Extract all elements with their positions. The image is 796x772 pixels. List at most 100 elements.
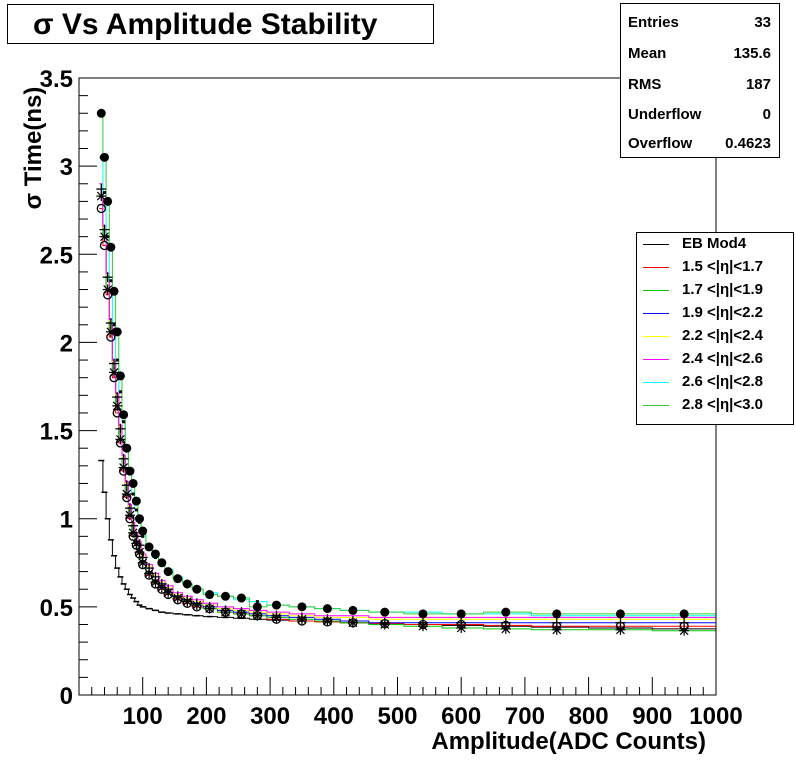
data-point-stroke: [138, 558, 148, 568]
series-line: [99, 112, 716, 615]
data-point-stroke: [106, 327, 116, 337]
x-tick-label: 800: [569, 703, 609, 730]
axes-layer: 100 200 300 400 500 600 700 800 900 1000 0 0.5 1 1.5 2…: [40, 66, 743, 730]
x-tick-label: 500: [377, 703, 417, 730]
data-point: [163, 584, 174, 595]
data-point: [109, 358, 120, 369]
data-point: [679, 609, 689, 619]
legend-label: 2.6 <|η|<2.8: [682, 373, 763, 390]
data-point-stroke: [144, 568, 154, 578]
data-point-stroke: [125, 510, 135, 520]
stats-value: 135.6: [733, 45, 771, 62]
data-point: [122, 420, 126, 424]
data-point: [348, 605, 358, 615]
legend-entry: 2.6 <|η|<2.8: [637, 371, 793, 394]
y-tick-label: 0.5: [40, 595, 73, 622]
x-tick-label: 200: [186, 703, 226, 730]
y-tick-label: 3.5: [40, 66, 73, 93]
x-tick-label: 1000: [689, 703, 742, 730]
data-point: [124, 503, 135, 514]
data-point: [500, 617, 511, 628]
data-point: [106, 242, 116, 252]
series-line: [99, 208, 716, 627]
series-line: [99, 188, 716, 624]
y-tick-label: 3: [60, 154, 73, 181]
data-point: [125, 466, 135, 476]
data-point: [182, 579, 192, 589]
data-point: [138, 526, 148, 536]
data-point-stroke: [115, 434, 125, 444]
data-point: [679, 617, 690, 628]
stats-key: Overflow: [628, 135, 693, 152]
stats-row-overflow: Overflow 0.4623: [628, 135, 771, 155]
stats-key: RMS: [628, 76, 662, 93]
data-point: [122, 443, 132, 453]
data-point-stroke: [109, 367, 119, 377]
data-point: [99, 224, 110, 235]
data-point: [115, 434, 126, 445]
data-point: [134, 540, 145, 551]
data-point: [102, 272, 113, 283]
data-point: [296, 612, 307, 623]
data-point: [118, 390, 122, 394]
legend-label: 1.9 <|η|<2.2: [682, 304, 763, 321]
data-point: [103, 196, 113, 206]
data-point: [252, 602, 262, 612]
legend: EB Mod4 1.5 <|η|<1.7 1.7 <|η|<1.9 1.9 <|…: [636, 232, 794, 425]
data-point-stroke: [128, 528, 138, 538]
chart-title: σ Vs Amplitude Stability: [33, 8, 378, 41]
data-point: [192, 584, 202, 594]
data-point-stroke: [616, 625, 625, 635]
data-point: [255, 600, 259, 604]
data-point: [456, 609, 466, 619]
data-point-stroke: [135, 547, 144, 557]
stats-value: 0.4623: [725, 135, 771, 152]
data-point: [271, 610, 282, 621]
data-point: [144, 563, 155, 574]
data-point-stroke: [456, 623, 466, 633]
legend-label: EB Mod4: [682, 235, 747, 252]
data-point: [552, 609, 562, 619]
data-point: [150, 571, 161, 582]
legend-label: 1.5 <|η|<1.7: [682, 258, 763, 275]
data-point: [144, 542, 154, 552]
data-point: [205, 590, 215, 600]
data-point: [115, 371, 125, 381]
data-point: [109, 279, 113, 283]
y-axis-title: σ Time(ns): [20, 86, 47, 210]
y-tick-label: 2.5: [40, 242, 73, 269]
stats-value: 187: [745, 76, 771, 93]
legend-swatch: [643, 313, 669, 314]
data-point: [236, 607, 247, 618]
data-point: [112, 323, 116, 327]
x-tick-label: 100: [123, 703, 163, 730]
data-point: [96, 184, 107, 195]
y-tick-label: 1: [60, 507, 73, 534]
data-point: [112, 327, 122, 337]
data-point: [271, 600, 281, 610]
stats-box: Entries 33 Mean 135.6 RMS 187 Underflow …: [620, 3, 780, 158]
series-line: [99, 156, 716, 617]
data-point: [322, 614, 333, 625]
title-box: σ Vs Amplitude Stability: [7, 4, 434, 44]
data-point: [380, 607, 390, 617]
series-line: [99, 183, 716, 620]
stats-row-rms: RMS 187: [628, 76, 771, 96]
data-point-stroke: [100, 232, 109, 242]
data-point: [106, 235, 110, 239]
y-tick-label: 1.5: [40, 419, 73, 446]
data-point: [131, 496, 141, 506]
data-point: [417, 617, 428, 628]
data-point: [236, 593, 246, 603]
data-point: [128, 478, 138, 488]
legend-entry: 2.2 <|η|<2.4: [637, 325, 793, 348]
data-point: [102, 191, 106, 195]
data-point: [135, 514, 145, 524]
x-tick-label: 600: [441, 703, 481, 730]
x-axis-title: Amplitude(ADC Counts): [431, 728, 706, 755]
legend-label: 1.7 <|η|<1.9: [682, 281, 763, 298]
stats-key: Mean: [628, 45, 667, 62]
legend-label: 2.8 <|η|<3.0: [682, 396, 763, 413]
data-point: [322, 604, 332, 614]
data-point: [131, 531, 142, 542]
